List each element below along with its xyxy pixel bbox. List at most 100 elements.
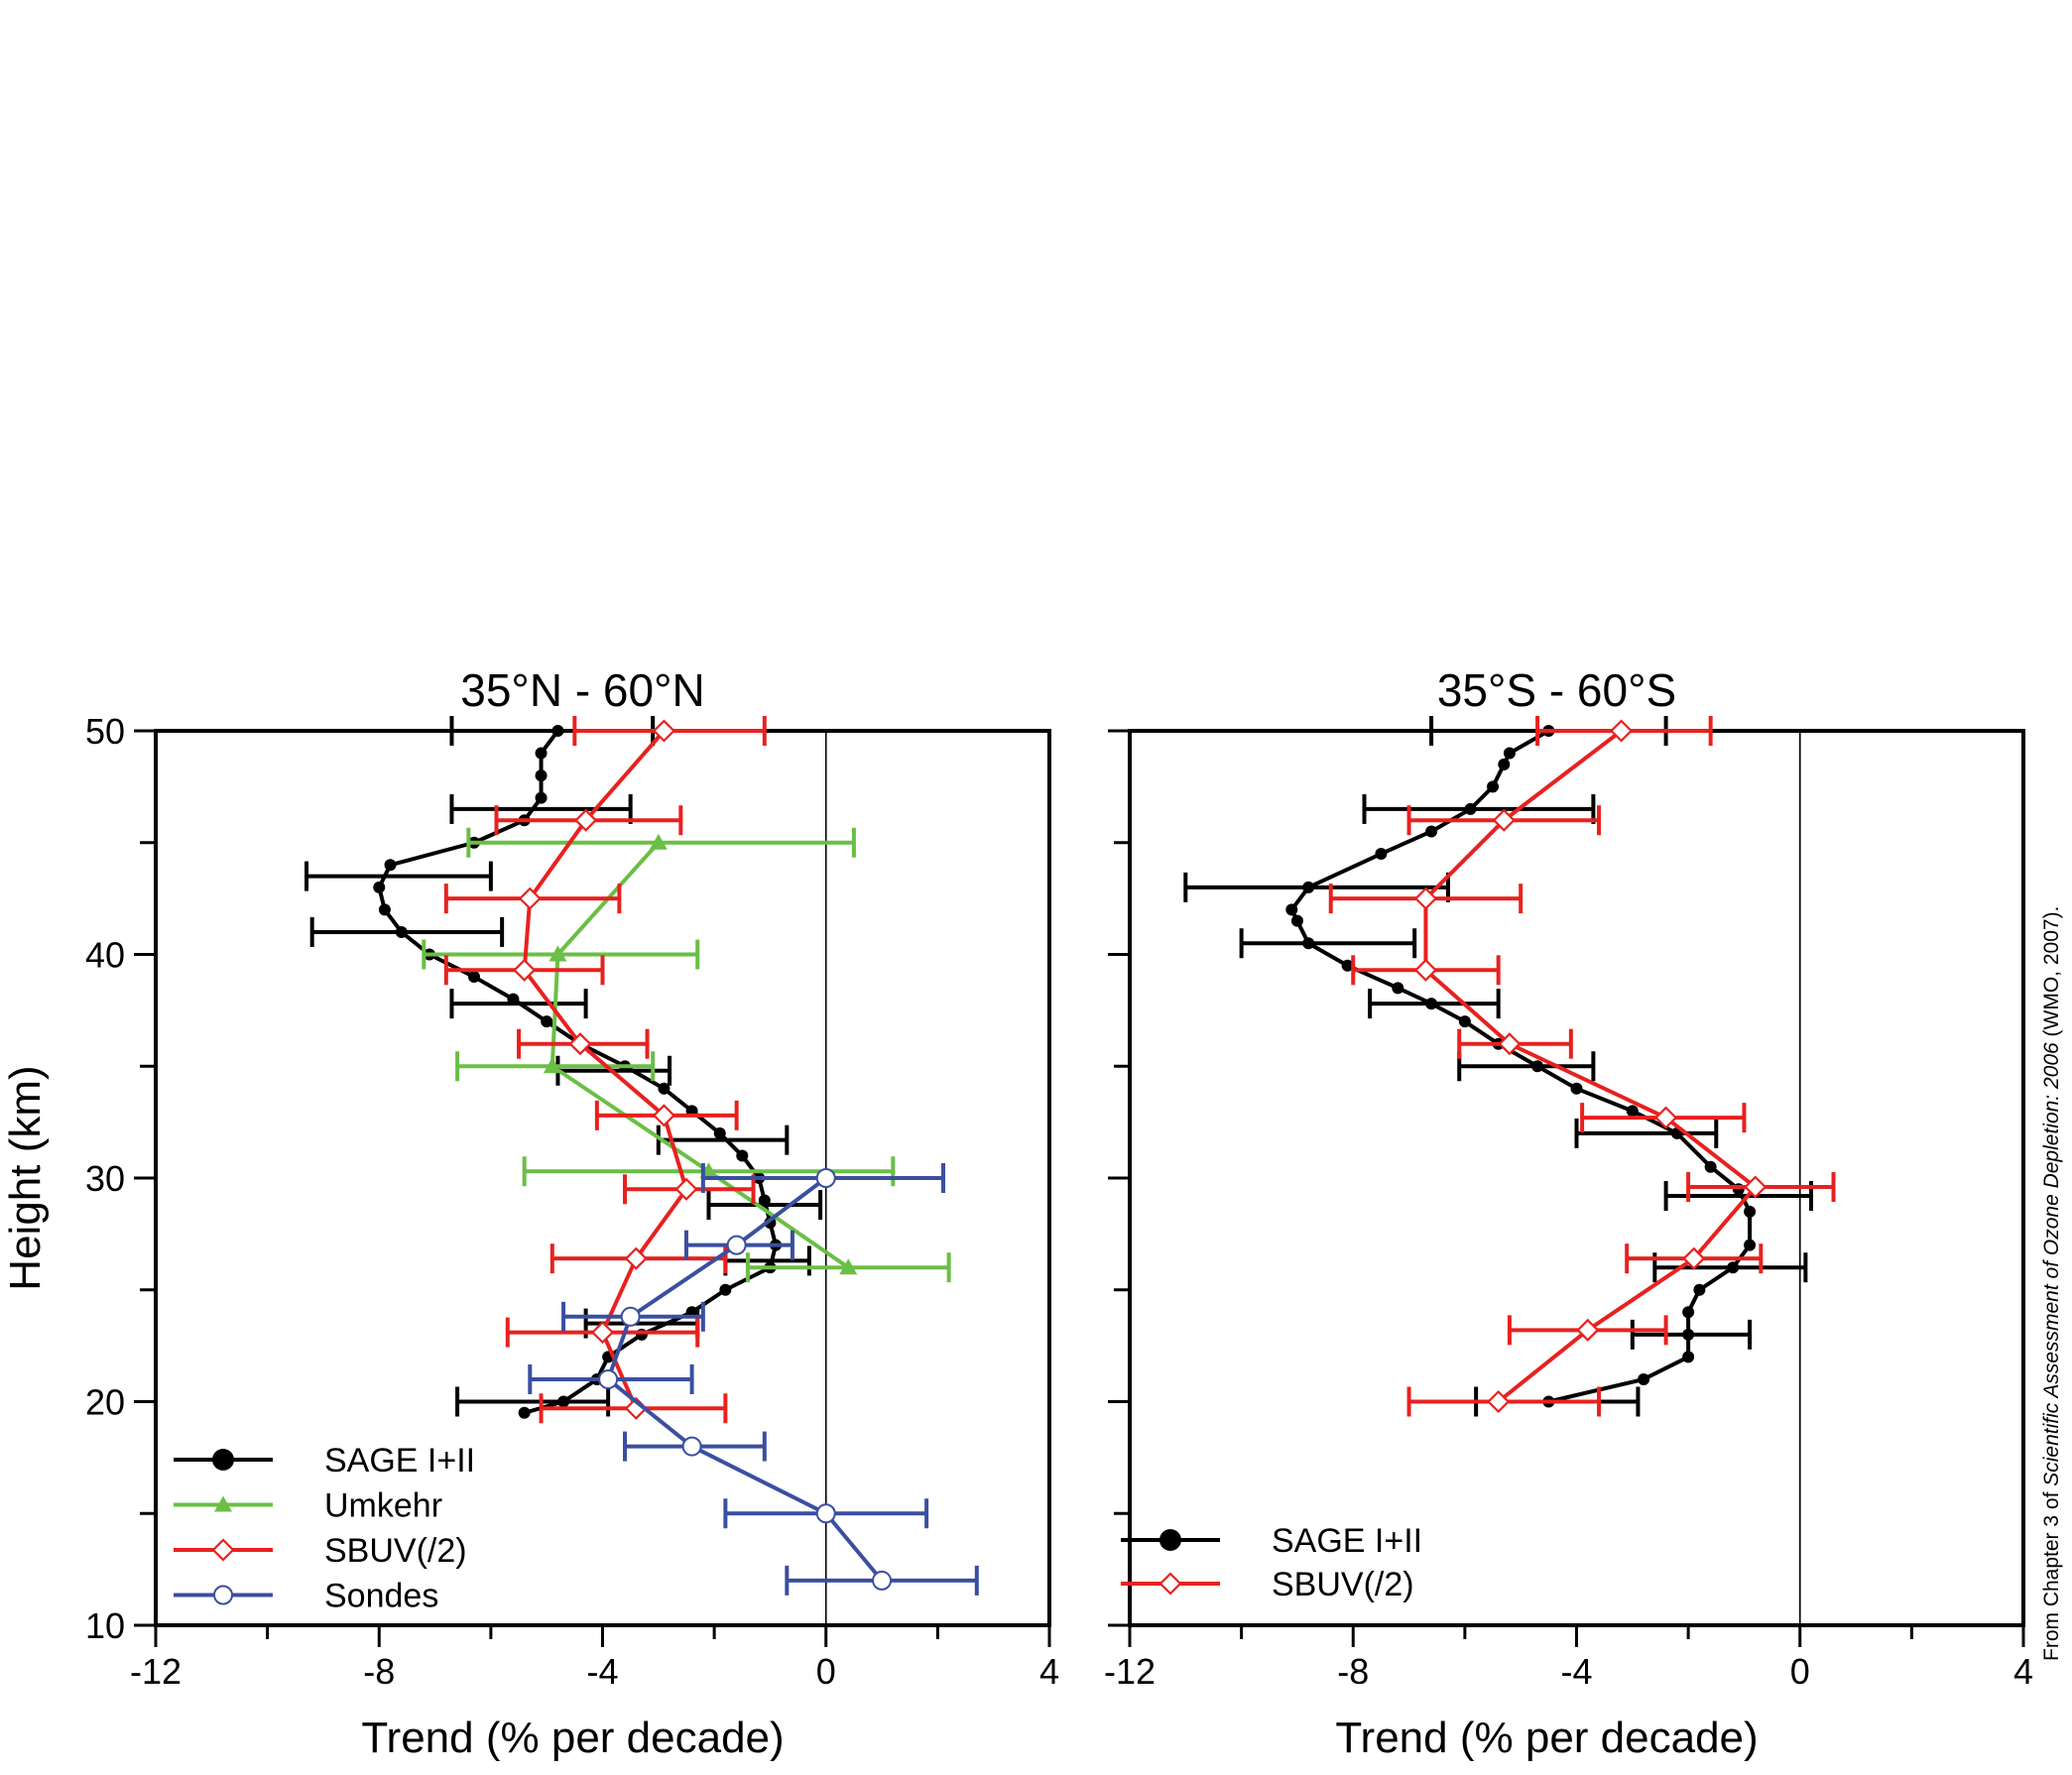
data-point [1682,1328,1695,1341]
legend-entry: SAGE I+II [174,1442,475,1479]
x-tick-label: -12 [1104,1651,1156,1692]
data-point [378,903,391,916]
data-point [1425,825,1438,838]
data-point [649,833,668,850]
data-point [1682,1306,1695,1319]
data-point [1492,808,1516,832]
data-point [1302,937,1315,950]
x-tick-label: -4 [586,1651,618,1692]
chart-title: 35°N - 60°N [460,664,704,716]
data-point [513,958,537,982]
legend: SAGE I+II Umkehr SBUV(/2) Sondes [174,1442,475,1615]
data-point [1682,1246,1706,1270]
data-point [658,1082,670,1095]
data-point [373,881,386,893]
data-point [726,1235,747,1255]
error-bar [1239,928,1417,959]
error-bar [455,1386,611,1417]
data-point [815,1503,836,1524]
y-tick-label: 30 [85,1158,125,1199]
data-point [1570,1082,1583,1095]
series-umkehr [422,827,951,1283]
data-point [713,1126,726,1139]
data-point [1159,1529,1181,1551]
series-line [377,729,779,1415]
data-point [1704,1160,1717,1173]
data-point [1609,719,1634,743]
x-axis-label: Trend (% per decade) [361,1714,784,1762]
legend-label: Sondes [324,1578,438,1615]
data-point [1458,1015,1471,1028]
series-line [522,729,688,1410]
data-point [872,1570,893,1591]
data-point [467,971,480,984]
data-point [1654,1106,1678,1129]
data-point [1375,848,1388,861]
legend-entry: Umkehr [174,1487,442,1525]
data-point [1693,1283,1706,1296]
series-line [1423,729,1758,1404]
data-point [1290,914,1303,927]
source-note-suffix: (WMO, 2007). [2040,906,2063,1043]
data-point [1158,1572,1182,1596]
y-tick-label: 20 [85,1382,125,1423]
data-point [815,1168,836,1188]
legend-label: SBUV(/2) [324,1532,467,1570]
series-sondes [528,1163,979,1596]
data-point [535,747,548,760]
x-tick-label: 0 [816,1651,836,1692]
source-note: From Chapter 3 of Scientific Assessment … [2040,906,2063,1661]
data-point [541,1015,553,1028]
panel-northern-midlatitudes: -12 -8 -4 0 4 10 20 30 40 50 35°N - 60°N Trend (% p… [1,664,1059,1762]
data-point [1413,887,1438,910]
data-point [1638,1372,1650,1385]
series-sage-i-ii [1183,716,1814,1417]
source-note-title: Scientific Assessment of Ozone Depletion… [2040,1042,2063,1486]
data-point [1425,998,1438,1010]
data-point [839,1258,858,1275]
chart-title: 35°S - 60°S [1437,664,1676,716]
data-point [1503,747,1516,760]
data-point [548,945,567,962]
data-point [395,925,408,938]
data-point [590,1321,615,1345]
data-point [652,719,675,743]
data-point [518,887,542,910]
data-point [535,769,548,782]
x-tick-label: 0 [1790,1651,1810,1692]
data-point [543,1057,561,1074]
x-tick-label: 4 [1039,1651,1059,1692]
source-note-prefix: From Chapter 3 of [2040,1486,2063,1661]
data-point [1531,1060,1544,1073]
data-point [652,1104,675,1127]
data-point [736,1149,749,1162]
legend-label: Umkehr [324,1487,442,1525]
plot-frame [1128,729,2025,1627]
data-point [574,808,598,832]
legend-label: SAGE I+II [1272,1522,1422,1560]
legend-label: SAGE I+II [324,1442,475,1479]
data-point [384,859,397,872]
data-point [211,1538,235,1562]
data-point [1413,958,1438,982]
data-point [551,725,564,737]
legend: SAGE I+II SBUV(/2) [1121,1522,1422,1603]
data-point [1682,1351,1695,1363]
data-point [1744,1175,1767,1199]
error-bar [1574,1118,1719,1148]
data-point [557,1395,570,1408]
data-point [758,1194,771,1207]
y-tick-label: 50 [85,711,125,752]
legend-entry: SBUV(/2) [1121,1566,1414,1603]
series-sbuv-2 [443,716,767,1424]
data-point [1744,1205,1757,1218]
data-point [1464,802,1477,815]
data-point [1498,1032,1522,1056]
y-tick-label: 40 [85,935,125,976]
data-point [518,1406,531,1419]
data-point [719,1283,732,1296]
error-bar [1457,1051,1596,1082]
data-point [1498,758,1511,770]
error-bar [656,1124,790,1155]
